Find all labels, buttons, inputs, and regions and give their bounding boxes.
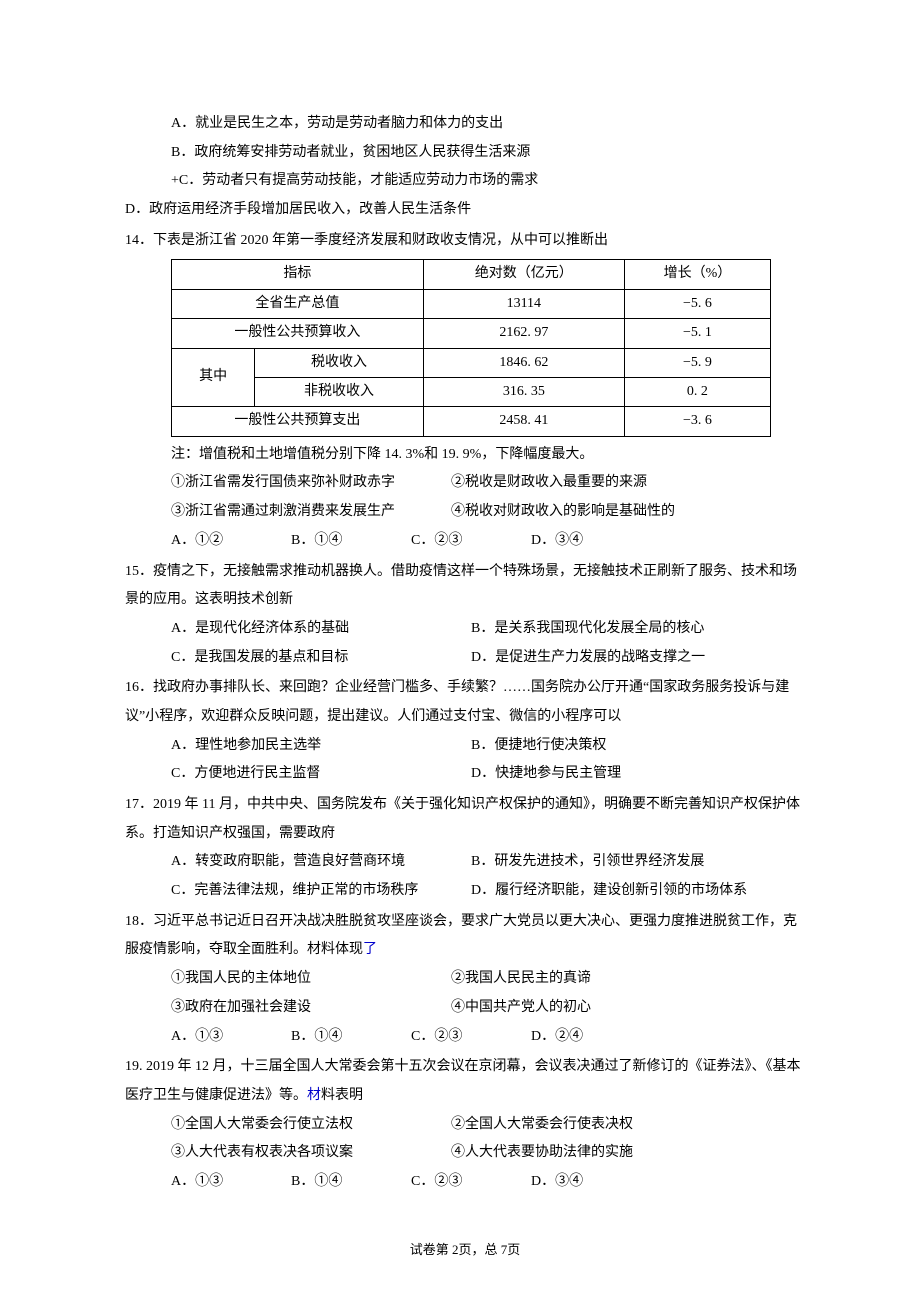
q19-stem: 19. 2019 年 12 月，十三届全国人大常委会第十五次会议在京闭幕，会议表… — [125, 1053, 805, 1110]
q15-stem: 15．疫情之下，无接触需求推动机器换人。借助疫情这样一个特殊场景，无接触技术正刷… — [125, 558, 805, 615]
q17-opt-c: C．完善法律法规，维护正常的市场秩序 — [171, 877, 471, 906]
cell-label: 一般性公共预算支出 — [172, 407, 424, 436]
q18-item4: ④中国共产党人的初心 — [451, 994, 591, 1023]
q14-item2: ②税收是财政收入最重要的来源 — [451, 469, 647, 498]
prev-option-d: D．政府运用经济手段增加居民收入，改善人民生活条件 — [125, 196, 805, 225]
q19-item4: ④人大代表要协助法律的实施 — [451, 1139, 633, 1168]
q14-item1: ①浙江省需发行国债来弥补财政赤字 — [171, 469, 451, 498]
cell-sub: 非税收收入 — [255, 378, 424, 407]
q18-items-row2: ③政府在加强社会建设 ④中国共产党人的初心 — [125, 994, 805, 1023]
q16-opt-a: A．理性地参加民主选举 — [171, 732, 471, 761]
q19-opt-b: B．①④ — [291, 1168, 411, 1197]
table-row: 一般性公共预算支出 2458. 41 −3. 6 — [172, 407, 771, 436]
q14-options: A．①② B．①④ C．②③ D．③④ — [125, 527, 805, 556]
cell-abs: 1846. 62 — [423, 348, 624, 377]
q15-opt-a: A．是现代化经济体系的基础 — [171, 615, 471, 644]
q18-stem-pre: 18．习近平总书记近日召开决战决胜脱贫攻坚座谈会，要求广大党员以更大决心、更强力… — [125, 914, 797, 958]
q16-opt-c: C．方便地进行民主监督 — [171, 760, 471, 789]
q14-opt-d: D．③④ — [531, 527, 651, 556]
cell-growth: −5. 6 — [624, 289, 770, 318]
q17-stem: 17．2019 年 11 月，中共中央、国务院发布《关于强化知识产权保护的通知》… — [125, 791, 805, 848]
q17-opt-b: B．研发先进技术，引领世界经济发展 — [471, 848, 704, 877]
q19-options: A．①③ B．①④ C．②③ D．③④ — [125, 1168, 805, 1197]
q18-item3: ③政府在加强社会建设 — [171, 994, 451, 1023]
q19-item1: ①全国人大常委会行使立法权 — [171, 1111, 451, 1140]
prev-option-c: +C．劳动者只有提高劳动技能，才能适应劳动力市场的需求 — [125, 167, 805, 196]
q17-opts-row2: C．完善法律法规，维护正常的市场秩序 D．履行经济职能，建设创新引领的市场体系 — [125, 877, 805, 906]
prev-option-b: B．政府统筹安排劳动者就业，贫困地区人民获得生活来源 — [125, 139, 805, 168]
cell-abs: 2458. 41 — [423, 407, 624, 436]
q14-table: 指标 绝对数（亿元） 增长（%） 全省生产总值 13114 −5. 6 一般性公… — [171, 259, 771, 436]
q18-stem-blue: 了 — [363, 942, 377, 957]
prev-option-a: A．就业是民生之本，劳动是劳动者脑力和体力的支出 — [125, 110, 805, 139]
q15-opt-d: D．是促进生产力发展的战略支撑之一 — [471, 644, 705, 673]
q14-item4: ④税收对财政收入的影响是基础性的 — [451, 498, 675, 527]
table-header-row: 指标 绝对数（亿元） 增长（%） — [172, 260, 771, 289]
table-row: 全省生产总值 13114 −5. 6 — [172, 289, 771, 318]
q18-opt-a: A．①③ — [171, 1023, 291, 1052]
th-indicator: 指标 — [172, 260, 424, 289]
q14-opt-b: B．①④ — [291, 527, 411, 556]
q19-item3: ③人大代表有权表决各项议案 — [171, 1139, 451, 1168]
page-footer: 试卷第 2页，总 7页 — [125, 1237, 805, 1264]
q14-items-row1: ①浙江省需发行国债来弥补财政赤字 ②税收是财政收入最重要的来源 — [125, 469, 805, 498]
cell-abs: 2162. 97 — [423, 319, 624, 348]
q19-item2: ②全国人大常委会行使表决权 — [451, 1111, 633, 1140]
cell-label: 全省生产总值 — [172, 289, 424, 318]
q17-opt-a: A．转变政府职能，营造良好营商环境 — [171, 848, 471, 877]
q19-opt-d: D．③④ — [531, 1168, 651, 1197]
q18-item1: ①我国人民的主体地位 — [171, 965, 451, 994]
cell-abs: 13114 — [423, 289, 624, 318]
table-row: 其中 税收收入 1846. 62 −5. 9 — [172, 348, 771, 377]
table-row: 非税收收入 316. 35 0. 2 — [172, 378, 771, 407]
q17-opt-d: D．履行经济职能，建设创新引领的市场体系 — [471, 877, 747, 906]
q19-opt-c: C．②③ — [411, 1168, 531, 1197]
q16-stem: 16．找政府办事排队长、来回跑？企业经营门槛多、手续繁？……国务院办公厅开通“国… — [125, 674, 805, 731]
q15-opts-row1: A．是现代化经济体系的基础 B．是关系我国现代化发展全局的核心 — [125, 615, 805, 644]
q14-note: 注：增值税和土地增值税分别下降 14. 3%和 19. 9%，下降幅度最大。 — [125, 441, 805, 470]
q18-opt-c: C．②③ — [411, 1023, 531, 1052]
cell-group: 其中 — [172, 348, 255, 407]
cell-sub: 税收收入 — [255, 348, 424, 377]
q18-opt-b: B．①④ — [291, 1023, 411, 1052]
q15-opts-row2: C．是我国发展的基点和目标 D．是促进生产力发展的战略支撑之一 — [125, 644, 805, 673]
q16-opts-row2: C．方便地进行民主监督 D．快捷地参与民主管理 — [125, 760, 805, 789]
q19-stem-pre: 19. 2019 年 12 月，十三届全国人大常委会第十五次会议在京闭幕，会议表… — [125, 1059, 801, 1103]
q19-items-row1: ①全国人大常委会行使立法权 ②全国人大常委会行使表决权 — [125, 1111, 805, 1140]
q19-stem-post: 料表明 — [321, 1088, 363, 1103]
q17-opts-row1: A．转变政府职能，营造良好营商环境 B．研发先进技术，引领世界经济发展 — [125, 848, 805, 877]
cell-label: 一般性公共预算收入 — [172, 319, 424, 348]
q18-items-row1: ①我国人民的主体地位 ②我国人民民主的真谛 — [125, 965, 805, 994]
th-growth: 增长（%） — [624, 260, 770, 289]
q14-opt-a: A．①② — [171, 527, 291, 556]
q18-stem: 18．习近平总书记近日召开决战决胜脱贫攻坚座谈会，要求广大党员以更大决心、更强力… — [125, 908, 805, 965]
table-row: 一般性公共预算收入 2162. 97 −5. 1 — [172, 319, 771, 348]
th-abs: 绝对数（亿元） — [423, 260, 624, 289]
q16-opt-b: B．便捷地行使决策权 — [471, 732, 606, 761]
q14-opt-c: C．②③ — [411, 527, 531, 556]
q16-opts-row1: A．理性地参加民主选举 B．便捷地行使决策权 — [125, 732, 805, 761]
cell-growth: −5. 1 — [624, 319, 770, 348]
q14-item3: ③浙江省需通过刺激消费来发展生产 — [171, 498, 451, 527]
q18-opt-d: D．②④ — [531, 1023, 651, 1052]
q19-items-row2: ③人大代表有权表决各项议案 ④人大代表要协助法律的实施 — [125, 1139, 805, 1168]
cell-growth: 0. 2 — [624, 378, 770, 407]
cell-growth: −5. 9 — [624, 348, 770, 377]
cell-growth: −3. 6 — [624, 407, 770, 436]
q19-stem-blue: 材 — [307, 1088, 321, 1103]
q15-opt-c: C．是我国发展的基点和目标 — [171, 644, 471, 673]
cell-abs: 316. 35 — [423, 378, 624, 407]
q18-options: A．①③ B．①④ C．②③ D．②④ — [125, 1023, 805, 1052]
exam-page: A．就业是民生之本，劳动是劳动者脑力和体力的支出 B．政府统筹安排劳动者就业，贫… — [0, 0, 920, 1313]
q14-stem: 14．下表是浙江省 2020 年第一季度经济发展和财政收支情况，从中可以推断出 — [125, 227, 805, 256]
q15-opt-b: B．是关系我国现代化发展全局的核心 — [471, 615, 704, 644]
q19-opt-a: A．①③ — [171, 1168, 291, 1197]
q16-opt-d: D．快捷地参与民主管理 — [471, 760, 621, 789]
q14-items-row2: ③浙江省需通过刺激消费来发展生产 ④税收对财政收入的影响是基础性的 — [125, 498, 805, 527]
q18-item2: ②我国人民民主的真谛 — [451, 965, 591, 994]
